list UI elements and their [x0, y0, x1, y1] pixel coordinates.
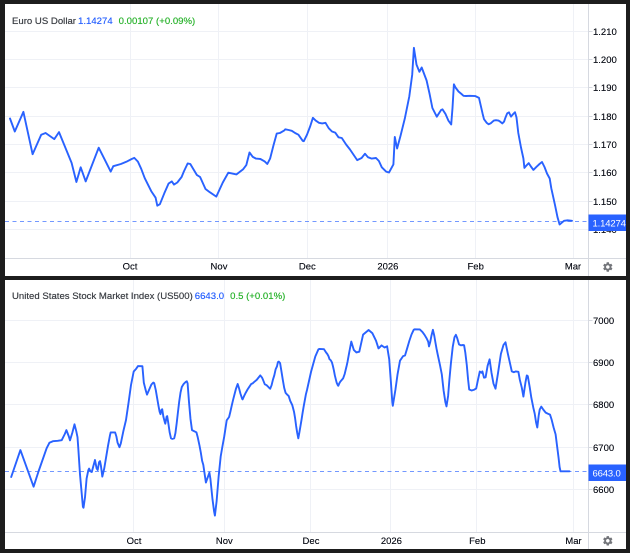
svg-text:1.180: 1.180 [593, 112, 617, 123]
svg-text:1.150: 1.150 [593, 197, 617, 208]
svg-text:1.200: 1.200 [593, 55, 617, 66]
svg-text:6900: 6900 [593, 358, 614, 369]
svg-text:Oct: Oct [123, 261, 138, 272]
svg-text:7000: 7000 [593, 316, 614, 327]
svg-text:Nov: Nov [216, 536, 233, 547]
svg-text:1.170: 1.170 [593, 140, 617, 151]
svg-text:Feb: Feb [469, 536, 485, 547]
svg-text:6800: 6800 [593, 400, 614, 411]
svg-text:Feb: Feb [468, 261, 484, 272]
svg-text:6600: 6600 [593, 485, 614, 496]
svg-text:1.210: 1.210 [593, 27, 617, 38]
svg-text:1.190: 1.190 [593, 83, 617, 94]
svg-text:2026: 2026 [381, 536, 402, 547]
svg-text:Nov: Nov [211, 261, 228, 272]
svg-text:Mar: Mar [565, 536, 581, 547]
svg-text:1.14274: 1.14274 [593, 218, 626, 229]
svg-text:1.160: 1.160 [593, 168, 617, 179]
svg-text:Oct: Oct [127, 536, 142, 547]
svg-text:Dec: Dec [299, 261, 316, 272]
svg-text:6700: 6700 [593, 443, 614, 454]
svg-text:6643.0: 6643.0 [593, 468, 621, 479]
svg-text:Dec: Dec [303, 536, 320, 547]
svg-text:2026: 2026 [377, 261, 398, 272]
svg-text:Mar: Mar [565, 261, 581, 272]
